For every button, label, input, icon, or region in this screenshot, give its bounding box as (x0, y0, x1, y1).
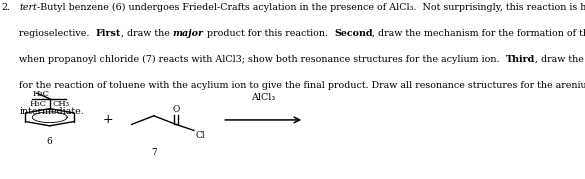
Text: 2.: 2. (2, 3, 11, 12)
Text: intermediate.: intermediate. (19, 107, 84, 115)
Text: , draw the: , draw the (121, 29, 173, 38)
Text: when propanoyl chloride (7) reacts with AlCl3; show both resonance structures fo: when propanoyl chloride (7) reacts with … (19, 55, 506, 64)
Text: First: First (96, 29, 121, 38)
Text: -Butyl benzene (6) undergoes Friedel-Crafts acylation in the presence of AlCl₃. : -Butyl benzene (6) undergoes Friedel-Cra… (37, 3, 585, 12)
Text: Cl: Cl (195, 131, 205, 140)
Text: AlCl₃: AlCl₃ (251, 93, 276, 102)
Text: +: + (103, 113, 113, 126)
Text: O: O (173, 105, 180, 114)
Text: H₃C: H₃C (30, 100, 47, 108)
Text: regioselective.: regioselective. (19, 29, 96, 38)
Text: 6: 6 (47, 137, 53, 146)
Text: , draw the mechanism: , draw the mechanism (535, 55, 585, 64)
Text: , draw the mechanism for the formation of the acylium ion: , draw the mechanism for the formation o… (373, 29, 585, 38)
Text: CH₃: CH₃ (53, 100, 70, 108)
Text: Second: Second (334, 29, 373, 38)
Text: Third: Third (506, 55, 535, 64)
Text: tert: tert (19, 3, 37, 12)
Text: 7: 7 (151, 148, 157, 157)
Text: product for this reaction.: product for this reaction. (204, 29, 334, 38)
Text: major: major (173, 29, 204, 38)
Text: H₃C: H₃C (33, 90, 50, 98)
Text: for the reaction of toluene with the acylium ion to give the final product. Draw: for the reaction of toluene with the acy… (19, 81, 585, 90)
